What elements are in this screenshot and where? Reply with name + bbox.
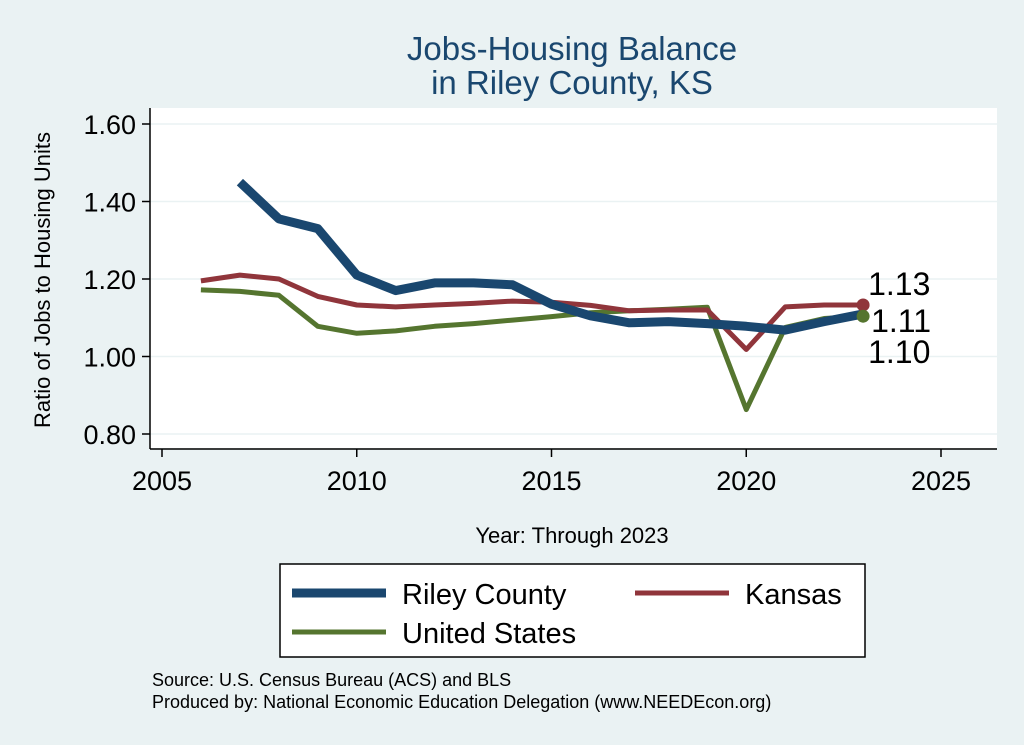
legend-label-united-states: United States <box>402 618 576 650</box>
end-label-riley-county: 1.11 <box>871 303 931 339</box>
x-tick-label-4: 2025 <box>911 466 971 496</box>
legend-label-riley-county: Riley County <box>402 579 567 611</box>
producer-note: Produced by: National Economic Education… <box>152 692 771 712</box>
end-marker-united-states <box>856 309 870 323</box>
end-label-united-states: 1.10 <box>868 334 930 370</box>
y-tick-label-1: 1.00 <box>83 343 136 373</box>
end-label-kansas: 1.13 <box>868 266 930 302</box>
series-line-united-states <box>200 287 864 413</box>
x-tick-label-2: 2015 <box>521 466 581 496</box>
end-labels: 1.131.111.10 <box>868 266 931 370</box>
x-tick-label-1: 2010 <box>327 466 387 496</box>
y-tick-label-3: 1.40 <box>83 188 136 218</box>
series-line-kansas <box>200 272 864 352</box>
y-tick-label-4: 1.60 <box>83 110 136 140</box>
legend-label-kansas: Kansas <box>745 579 842 611</box>
source-note: Source: U.S. Census Bureau (ACS) and BLS <box>152 670 511 690</box>
chart-title-line-2: in Riley County, KS <box>431 64 713 101</box>
plot-area <box>150 108 997 448</box>
series-line-riley-county <box>236 178 864 335</box>
x-axis-ticks: 2005 2010 2015 2020 2025 <box>132 449 971 496</box>
x-axis-title: Year: Through 2023 <box>475 523 668 548</box>
series-lines <box>200 178 864 413</box>
y-tick-label-2: 1.20 <box>83 265 136 295</box>
gridlines <box>150 123 997 435</box>
legend-box <box>279 563 866 658</box>
chart-title-line-1: Jobs-Housing Balance <box>407 30 737 67</box>
y-axis-title: Ratio of Jobs to Housing Units <box>30 132 55 428</box>
y-axis-ticks: 0.80 1.00 1.20 1.40 1.60 <box>83 110 150 450</box>
x-tick-label-3: 2020 <box>716 466 776 496</box>
end-marker-kansas <box>856 298 870 312</box>
end-markers <box>856 298 870 323</box>
y-tick-label-0: 0.80 <box>83 420 136 450</box>
x-tick-label-0: 2005 <box>132 466 192 496</box>
